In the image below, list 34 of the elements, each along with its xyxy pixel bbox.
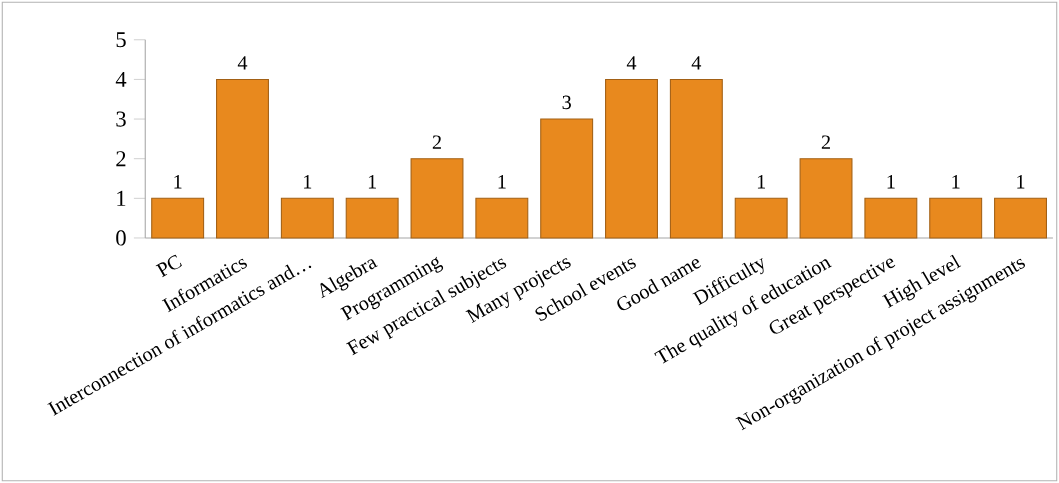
data-label: 3 [562, 95, 571, 110]
data-label: 4 [237, 56, 248, 70]
bar [475, 197, 529, 239]
bar [540, 118, 594, 239]
y-tick-label: 0 [116, 230, 126, 246]
bar [734, 197, 788, 239]
bar [929, 197, 983, 239]
bar [799, 158, 853, 239]
data-label: 2 [432, 135, 441, 149]
data-label: 4 [626, 56, 637, 70]
y-tick-label: 2 [116, 151, 126, 167]
y-tick-label: 4 [115, 71, 127, 87]
bar [410, 158, 464, 239]
bar [280, 197, 334, 239]
data-label: 1 [952, 175, 960, 189]
data-label: 1 [1017, 175, 1025, 189]
data-label: 1 [304, 175, 312, 189]
bar [864, 197, 918, 239]
data-label: 1 [174, 175, 182, 189]
data-label: 2 [821, 135, 830, 149]
y-tick-label: 1 [117, 190, 126, 206]
data-label: 1 [887, 175, 895, 189]
y-tick-label: 3 [116, 111, 126, 127]
bar [669, 78, 723, 239]
data-label: 1 [498, 175, 506, 189]
bar [994, 197, 1047, 239]
data-label: 1 [757, 175, 766, 189]
bar [216, 78, 269, 239]
bar [605, 78, 658, 239]
data-label: 1 [368, 175, 376, 189]
bar [345, 197, 399, 239]
data-label: 4 [691, 56, 702, 70]
bar [151, 197, 205, 239]
y-tick-label: 5 [116, 32, 126, 48]
